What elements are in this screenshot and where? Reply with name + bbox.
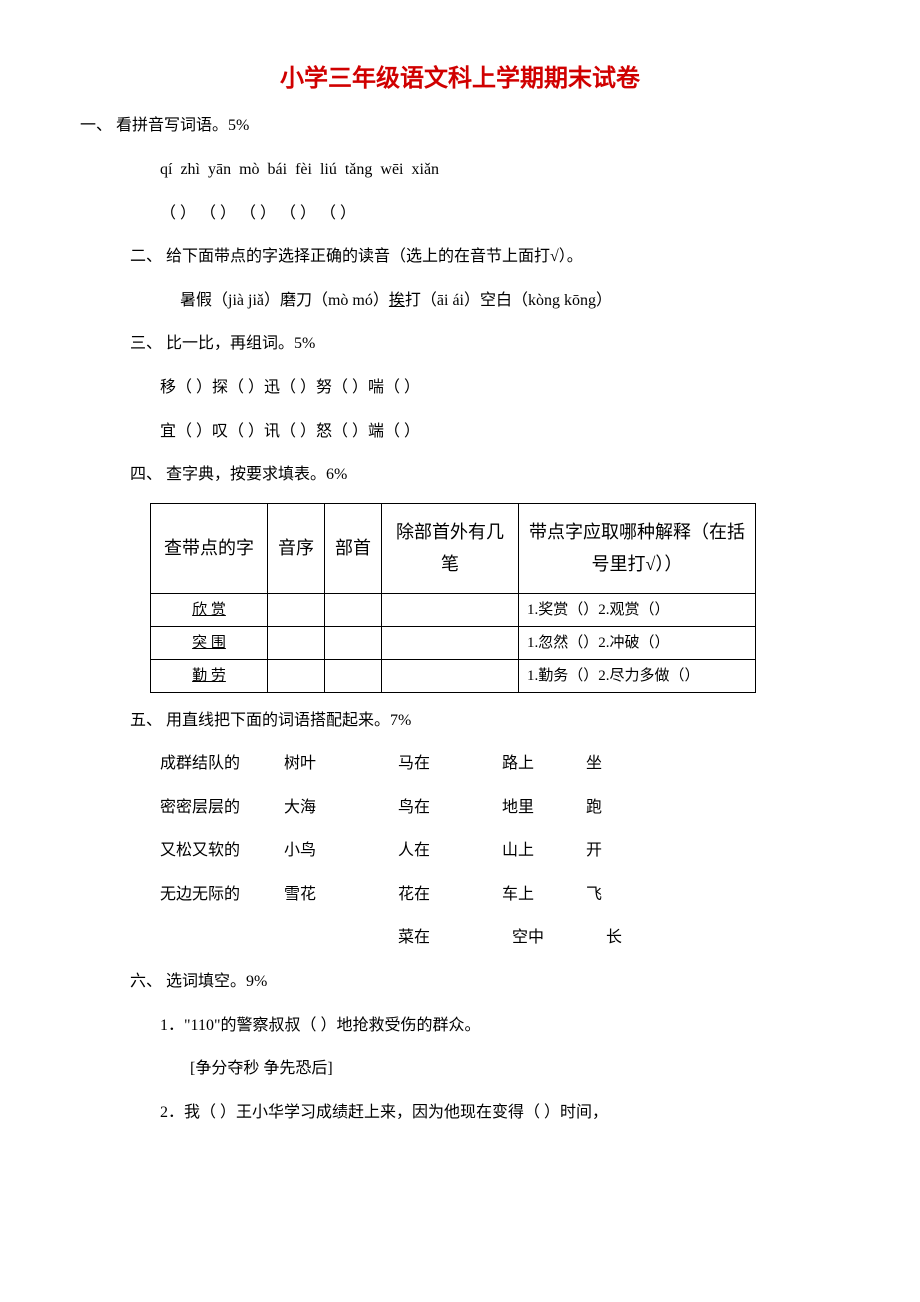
q6-item2: 2．我（ ）王小华学习成绩赶上来，因为他现在变得（ ）时间， <box>160 1100 840 1126</box>
table-h3: 部首 <box>325 503 382 593</box>
q1-header: 一、 看拼音写词语。5% <box>80 113 840 139</box>
q5-col-a: 密密层层的 <box>160 795 280 821</box>
q3-row1: 移（ ）探（ ）迅（ ）努（ ）喘（ ） <box>160 375 840 401</box>
q5-col-d: 空中 <box>512 925 602 951</box>
q5-col-e: 飞 <box>586 882 602 908</box>
q5-col-b: 树叶 <box>284 751 394 777</box>
q5-col-b: 大海 <box>284 795 394 821</box>
table-explain: 1.忽然（）2.冲破（） <box>519 626 756 659</box>
q1-pinyin: qí zhì yān mò bái fèi liú tǎng wēi xiǎn <box>160 157 840 183</box>
q5-col-e: 坐 <box>586 751 602 777</box>
q5-col-e: 跑 <box>586 795 602 821</box>
q5-col-e: 开 <box>586 838 602 864</box>
table-h4: 除部首外有几笔 <box>382 503 519 593</box>
q5-col-e: 长 <box>606 925 622 951</box>
table-h2: 音序 <box>268 503 325 593</box>
table-h1: 查带点的字 <box>151 503 268 593</box>
q5-col-c: 鸟在 <box>398 795 498 821</box>
q5-header: 五、 用直线把下面的词语搭配起来。7% <box>130 708 840 734</box>
table-row: 勤 劳 1.勤务（）2.尽力多做（） <box>151 659 756 692</box>
q6-header: 六、 选词填空。9% <box>130 969 840 995</box>
q6-item1: 1．"110"的警察叔叔（ ）地抢救受伤的群众。 <box>160 1013 840 1039</box>
q2-content: 暑假（jià jiǎ）磨刀（mò mó）挨打（āi ái）空白（kòng kōn… <box>180 288 840 314</box>
q2-underline: 挨 <box>389 292 405 309</box>
q5-col-a: 无边无际的 <box>160 882 280 908</box>
table-word: 突 围 <box>151 626 268 659</box>
q2-text-c: 打（āi ái）空白（kòng kōng） <box>405 292 612 309</box>
q5-col-b: 雪花 <box>284 882 394 908</box>
q3-header: 三、 比一比，再组词。5% <box>130 331 840 357</box>
q5-row: 又松又软的 小鸟 人在 山上 开 <box>160 838 840 864</box>
q5-col-d: 路上 <box>502 751 582 777</box>
q5-row: 密密层层的 大海 鸟在 地里 跑 <box>160 795 840 821</box>
table-word-text: 勤 劳 <box>192 668 226 684</box>
table-explain: 1.勤务（）2.尽力多做（） <box>519 659 756 692</box>
page-title: 小学三年级语文科上学期期末试卷 <box>80 60 840 98</box>
q5-col-b: 小鸟 <box>284 838 394 864</box>
q5-col-c: 花在 <box>398 882 498 908</box>
table-row: 突 围 1.忽然（）2.冲破（） <box>151 626 756 659</box>
q5-col-a: 成群结队的 <box>160 751 280 777</box>
q3-row2: 宜（ ）叹（ ）讯（ ）怒（ ）端（ ） <box>160 419 840 445</box>
q5-row: 无边无际的 雪花 花在 车上 飞 <box>160 882 840 908</box>
table-h5: 带点字应取哪种解释（在括号里打√）） <box>519 503 756 593</box>
q5-row: 成群结队的 树叶 马在 路上 坐 <box>160 751 840 777</box>
q5-col-d: 车上 <box>502 882 582 908</box>
table-word-text: 突 围 <box>192 635 226 651</box>
q1-blanks: （ ） （ ） （ ） （ ） （ ） <box>160 201 840 227</box>
q5-row-extra: 菜在 空中 长 <box>160 925 840 951</box>
q5-col-c: 马在 <box>398 751 498 777</box>
q2-text-a: 暑假（jià jiǎ）磨刀（mò mó） <box>180 292 389 309</box>
table-word-text: 欣 赏 <box>192 602 226 618</box>
table-explain: 1.奖赏（）2.观赏（） <box>519 593 756 626</box>
q5-col-d: 地里 <box>502 795 582 821</box>
table-word: 勤 劳 <box>151 659 268 692</box>
q4-header: 四、 查字典，按要求填表。6% <box>130 462 840 488</box>
table-row: 欣 赏 1.奖赏（）2.观赏（） <box>151 593 756 626</box>
q5-col-c: 菜在 <box>398 925 508 951</box>
q2-header: 二、 给下面带点的字选择正确的读音（选上的在音节上面打√）。 <box>130 244 840 270</box>
q5-col-d: 山上 <box>502 838 582 864</box>
table-word: 欣 赏 <box>151 593 268 626</box>
q6-item1-options: [争分夺秒 争先恐后] <box>190 1056 840 1082</box>
q5-col-a: 又松又软的 <box>160 838 280 864</box>
q5-col-c: 人在 <box>398 838 498 864</box>
q4-table: 查带点的字 音序 部首 除部首外有几笔 带点字应取哪种解释（在括号里打√）） 欣… <box>150 503 756 693</box>
